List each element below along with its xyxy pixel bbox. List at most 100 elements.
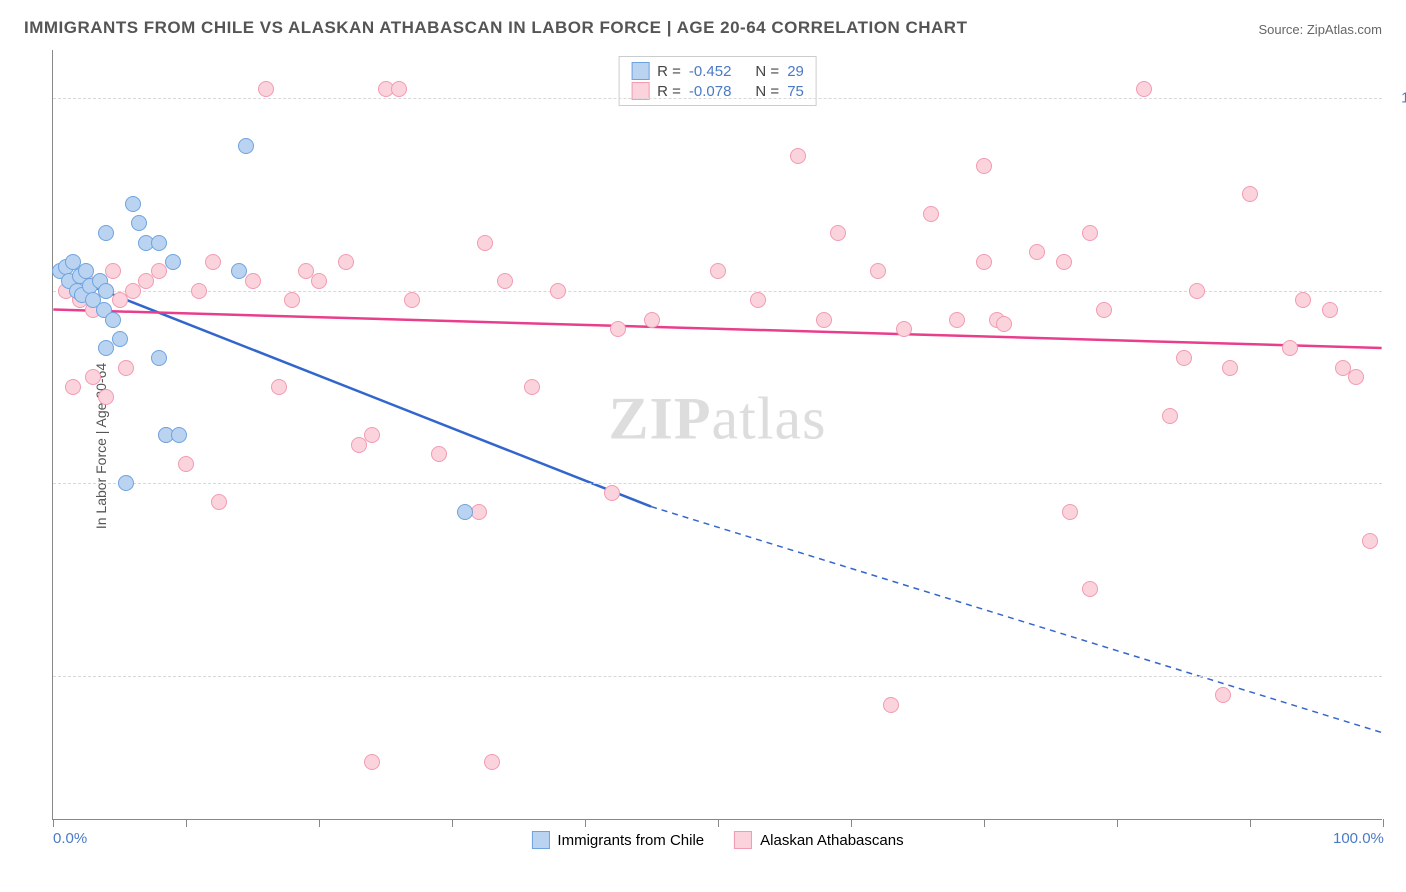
legend-n-label: N =: [755, 83, 779, 100]
scatter-point: [1282, 340, 1298, 356]
xtick: [984, 819, 985, 827]
scatter-point: [830, 225, 846, 241]
scatter-point: [205, 254, 221, 270]
plot-area: ZIPatlas R = -0.452 N = 29 R = -0.078 N …: [52, 50, 1382, 820]
scatter-point: [1215, 687, 1231, 703]
scatter-point: [457, 504, 473, 520]
xtick: [1383, 819, 1384, 827]
scatter-point: [404, 292, 420, 308]
scatter-point: [996, 316, 1012, 332]
scatter-point: [550, 283, 566, 299]
legend-swatch-series1: [531, 831, 549, 849]
scatter-point: [165, 254, 181, 270]
scatter-point: [284, 292, 300, 308]
scatter-point: [484, 754, 500, 770]
scatter-point: [497, 273, 513, 289]
trend-line: [53, 310, 1381, 348]
xtick: [53, 819, 54, 827]
ytick-label: 100.0%: [1392, 90, 1406, 107]
scatter-point: [1162, 408, 1178, 424]
trend-line-extrapolated: [651, 507, 1382, 733]
scatter-point: [477, 235, 493, 251]
legend-swatch-series2: [734, 831, 752, 849]
scatter-point: [191, 283, 207, 299]
scatter-point: [431, 446, 447, 462]
scatter-point: [710, 263, 726, 279]
source-value: ZipAtlas.com: [1307, 22, 1382, 37]
scatter-point: [105, 312, 121, 328]
legend-row-series1: R = -0.452 N = 29: [631, 61, 804, 81]
scatter-point: [238, 138, 254, 154]
scatter-point: [112, 331, 128, 347]
scatter-point: [65, 379, 81, 395]
scatter-point: [883, 697, 899, 713]
gridline-h: [53, 676, 1382, 677]
xtick: [718, 819, 719, 827]
ytick-label: 60.0%: [1392, 475, 1406, 492]
scatter-point: [1348, 369, 1364, 385]
scatter-point: [391, 81, 407, 97]
scatter-point: [1295, 292, 1311, 308]
scatter-point: [1322, 302, 1338, 318]
scatter-point: [125, 196, 141, 212]
xtick-label: 0.0%: [53, 830, 87, 847]
scatter-point: [524, 379, 540, 395]
legend-r-label: R =: [657, 83, 681, 100]
xtick-label: 100.0%: [1333, 830, 1384, 847]
scatter-point: [364, 427, 380, 443]
scatter-point: [1136, 81, 1152, 97]
scatter-point: [816, 312, 832, 328]
trend-lines-layer: [53, 50, 1382, 819]
scatter-point: [1222, 360, 1238, 376]
scatter-point: [151, 235, 167, 251]
source-label: Source:: [1258, 22, 1306, 37]
scatter-point: [231, 263, 247, 279]
legend-n-value-1: 29: [787, 63, 804, 80]
scatter-point: [364, 754, 380, 770]
trend-line: [53, 271, 651, 507]
scatter-point: [1029, 244, 1045, 260]
xtick: [1250, 819, 1251, 827]
xtick: [319, 819, 320, 827]
scatter-point: [171, 427, 187, 443]
scatter-point: [98, 389, 114, 405]
scatter-point: [923, 206, 939, 222]
gridline-h: [53, 483, 1382, 484]
scatter-point: [1062, 504, 1078, 520]
scatter-point: [604, 485, 620, 501]
scatter-point: [245, 273, 261, 289]
xtick: [452, 819, 453, 827]
scatter-point: [271, 379, 287, 395]
legend-n-label: N =: [755, 63, 779, 80]
scatter-point: [1242, 186, 1258, 202]
scatter-point: [750, 292, 766, 308]
scatter-point: [1082, 225, 1098, 241]
ytick-label: 80.0%: [1392, 282, 1406, 299]
scatter-point: [98, 283, 114, 299]
scatter-point: [105, 263, 121, 279]
legend-n-value-2: 75: [787, 83, 804, 100]
scatter-point: [1189, 283, 1205, 299]
ytick-label: 40.0%: [1392, 667, 1406, 684]
legend-label-series2: Alaskan Athabascans: [760, 832, 903, 849]
scatter-point: [118, 475, 134, 491]
source-citation: Source: ZipAtlas.com: [1258, 22, 1382, 37]
scatter-point: [178, 456, 194, 472]
scatter-point: [610, 321, 626, 337]
scatter-point: [976, 158, 992, 174]
xtick: [585, 819, 586, 827]
legend-r-value-1: -0.452: [689, 63, 732, 80]
scatter-point: [211, 494, 227, 510]
scatter-point: [1056, 254, 1072, 270]
xtick: [851, 819, 852, 827]
scatter-point: [976, 254, 992, 270]
legend-label-series1: Immigrants from Chile: [557, 832, 704, 849]
scatter-point: [790, 148, 806, 164]
scatter-point: [258, 81, 274, 97]
gridline-h: [53, 291, 1382, 292]
scatter-point: [338, 254, 354, 270]
xtick: [186, 819, 187, 827]
scatter-point: [870, 263, 886, 279]
scatter-point: [131, 215, 147, 231]
scatter-point: [118, 360, 134, 376]
